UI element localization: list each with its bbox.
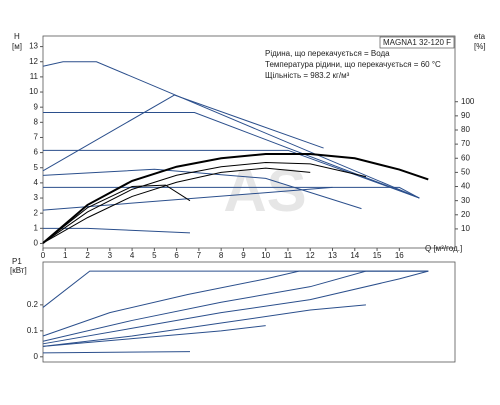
y-tick-label: 6 [34, 148, 39, 157]
curve [42, 270, 429, 337]
y-tick-label: 10 [29, 87, 38, 96]
x-tick-label: 10 [261, 251, 270, 260]
y-label: P1 [12, 257, 22, 266]
annotation: Рідина, що перекачується = Вода [265, 49, 390, 58]
y-label: H [14, 32, 20, 41]
curve [42, 167, 311, 244]
x-tick-label: 14 [350, 251, 359, 260]
curve [42, 270, 429, 308]
curve [42, 61, 420, 199]
curve [42, 161, 367, 244]
x-tick-label: 0 [41, 251, 46, 260]
x-tick-label: 15 [373, 251, 382, 260]
curve [43, 111, 420, 199]
curve [42, 304, 366, 347]
x-tick-label: 5 [152, 251, 157, 260]
x-tick-label: 2 [85, 251, 90, 260]
curve [42, 270, 429, 342]
y-tick-label: 0.1 [27, 326, 39, 335]
y-tick-label: 0 [34, 239, 39, 248]
x-tick-label: 7 [197, 251, 202, 260]
x-tick-label: 6 [174, 251, 179, 260]
model-box [379, 36, 455, 49]
x-tick-label: 9 [241, 251, 246, 260]
x-tick-label: 13 [328, 251, 337, 260]
y-tick-label: 13 [29, 42, 38, 51]
y-tick-label: 0.2 [27, 300, 39, 309]
x-label: Q [м³/год.] [425, 244, 462, 253]
y-tick-label: 0 [34, 352, 39, 361]
y2-label: eta [474, 32, 486, 41]
y-tick-label: 11 [30, 72, 39, 81]
y2-tick-label: 40 [461, 182, 470, 191]
y2-unit: [%] [474, 42, 486, 51]
y2-tick-label: 70 [461, 139, 470, 148]
x-tick-label: 11 [284, 251, 293, 260]
y-unit: [м] [12, 42, 22, 51]
upper-frame [42, 35, 456, 249]
curve [43, 227, 191, 234]
curve [42, 184, 191, 244]
x-tick-label: 4 [130, 251, 135, 260]
y2-tick-label: 20 [461, 210, 470, 219]
y2-tick-label: 80 [461, 125, 470, 134]
curve [42, 351, 190, 354]
curve [42, 270, 429, 345]
annotation: Щільність = 983.2 кг/м³ [265, 71, 350, 80]
y-tick-label: 5 [34, 163, 39, 172]
y2-tick-label: 30 [461, 196, 470, 205]
y2-tick-label: 60 [461, 153, 470, 162]
y-tick-label: 9 [34, 102, 39, 111]
curve [42, 94, 324, 172]
y-tick-label: 12 [29, 57, 38, 66]
x-tick-label: 16 [395, 251, 404, 260]
y-tick-label: 3 [34, 193, 39, 202]
lower-frame [42, 261, 456, 363]
y-tick-label: 2 [34, 208, 39, 217]
y-tick-label: 8 [34, 117, 39, 126]
x-tick-label: 12 [306, 251, 315, 260]
x-tick-label: 1 [63, 251, 68, 260]
x-tick-label: 3 [108, 251, 113, 260]
model: MAGNA1 32-120 F [383, 38, 451, 47]
y-unit: [кВт] [10, 266, 27, 275]
curve [42, 153, 429, 244]
annotation: Температура рідини, що перекачується = 6… [265, 60, 441, 69]
y2-tick-label: 100 [461, 97, 475, 106]
x-tick-label: 8 [219, 251, 224, 260]
y-tick-label: 4 [34, 178, 39, 187]
curve [43, 149, 420, 199]
y-tick-label: 7 [34, 133, 39, 142]
curve [42, 168, 362, 210]
y-tick-label: 1 [34, 223, 39, 232]
y2-tick-label: 50 [461, 167, 470, 176]
y2-tick-label: 10 [461, 224, 470, 233]
y2-tick-label: 90 [461, 111, 470, 120]
curve [42, 325, 266, 347]
